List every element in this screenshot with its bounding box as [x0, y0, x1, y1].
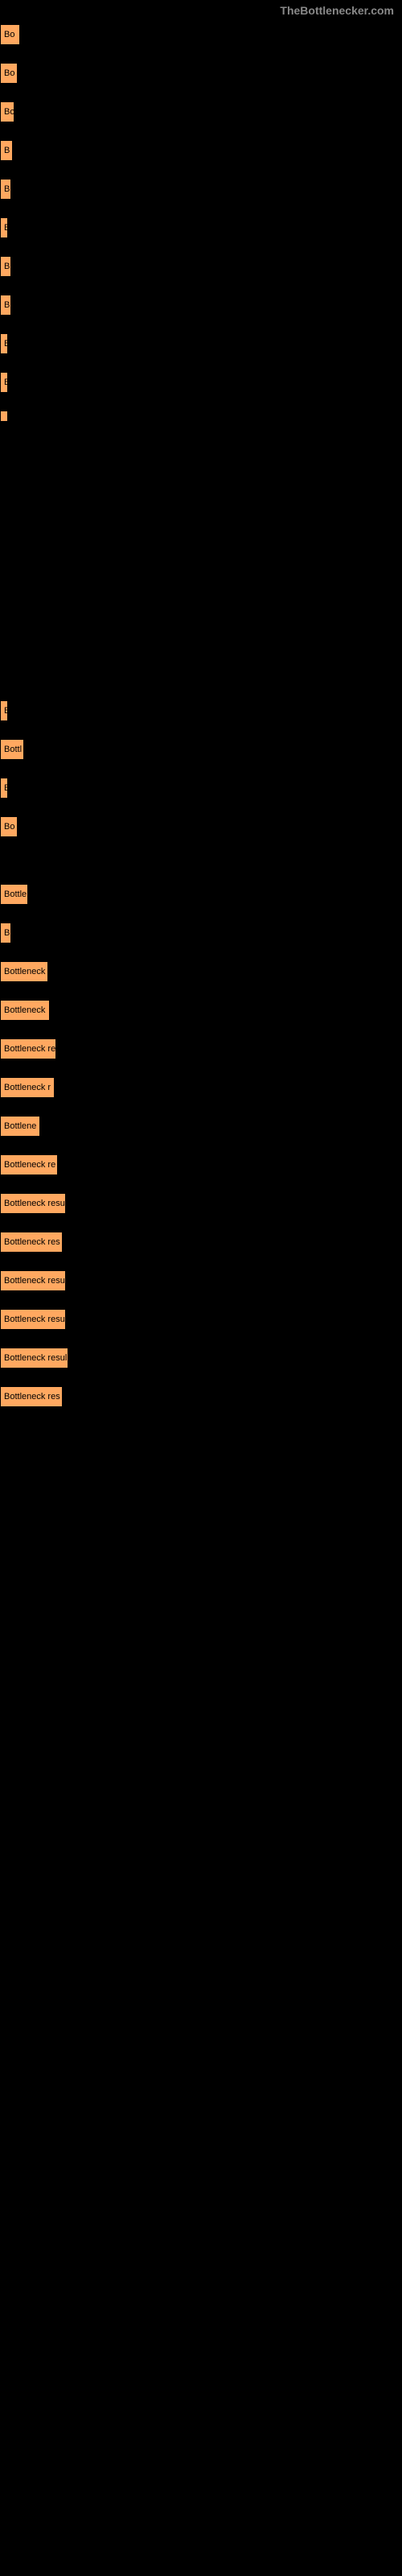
bar-row: Bottleneck re: [0, 1154, 402, 1175]
bar: Bo: [0, 101, 14, 122]
bar-row: Bottleneck resul: [0, 1348, 402, 1368]
bar-row: B: [0, 256, 402, 277]
bar: Bottleneck r: [0, 1077, 55, 1098]
bar: B: [0, 700, 8, 721]
bar: Bottleneck re: [0, 1154, 58, 1175]
bar-row: [0, 411, 402, 422]
bar: Bottleneck resu: [0, 1270, 66, 1291]
bar: B: [0, 217, 8, 238]
bar: Bottleneck re: [0, 1038, 56, 1059]
watermark-text: TheBottlenecker.com: [280, 4, 394, 17]
bar-row: B: [0, 217, 402, 238]
bar: B: [0, 333, 8, 354]
bar: B: [0, 256, 11, 277]
bar-row: Bo: [0, 24, 402, 45]
bar: B: [0, 140, 13, 161]
bar: Bo: [0, 63, 18, 84]
bar-row: Bo: [0, 63, 402, 84]
bar-row: [0, 469, 402, 480]
bar-row: B: [0, 778, 402, 799]
bar-row: Bottleneck resu: [0, 1309, 402, 1330]
bar-row: B: [0, 295, 402, 316]
bar-row: [0, 671, 402, 683]
bar-row: Bo: [0, 101, 402, 122]
bar: Bottleneck resu: [0, 1193, 66, 1214]
bar-row: Bottleneck: [0, 1000, 402, 1021]
bar: Bottleneck res: [0, 1386, 63, 1407]
bar-row: Bottleneck res: [0, 1232, 402, 1253]
bar-row: Bottleneck: [0, 961, 402, 982]
bar-row: Bottleneck r: [0, 1077, 402, 1098]
bar: Bottleneck: [0, 1000, 50, 1021]
bar-row: Bottleneck res: [0, 1386, 402, 1407]
bar-row: Bottleneck re: [0, 1038, 402, 1059]
bar: B: [0, 179, 11, 200]
bar-row: [0, 855, 402, 866]
bar: Bottlene: [0, 1116, 40, 1137]
bar: B: [0, 295, 11, 316]
bar-row: [0, 440, 402, 451]
bar-row: [0, 555, 402, 567]
bar-row: B: [0, 333, 402, 354]
chart-container: TheBottlenecker.com BoBoBoBBBBBBBBBottlB…: [0, 0, 402, 1407]
bar-row: B: [0, 372, 402, 393]
bar: Bo: [0, 24, 20, 45]
bar: B: [0, 778, 8, 799]
bar: Bottleneck: [0, 961, 48, 982]
bar: Bo: [0, 816, 18, 837]
bar: Bottl: [0, 739, 24, 760]
bar-row: Bottle: [0, 884, 402, 905]
bar-row: [0, 613, 402, 625]
bar: B: [0, 923, 11, 943]
bar-row: B: [0, 179, 402, 200]
bar: Bottleneck resul: [0, 1348, 68, 1368]
bar-row: B: [0, 700, 402, 721]
bar-row: Bo: [0, 816, 402, 837]
bar-row: Bottl: [0, 739, 402, 760]
bar-row: [0, 526, 402, 538]
bar-row: Bottleneck resu: [0, 1270, 402, 1291]
bar: Bottleneck res: [0, 1232, 63, 1253]
bar: B: [0, 372, 8, 393]
bar-row: Bottlene: [0, 1116, 402, 1137]
bar-row: B: [0, 140, 402, 161]
bar-row: [0, 642, 402, 654]
bar-row: [0, 584, 402, 596]
bar: Bottle: [0, 884, 28, 905]
bar-row: Bottleneck resu: [0, 1193, 402, 1214]
bar-row: [0, 497, 402, 509]
bar: [0, 411, 8, 422]
bar: Bottleneck resu: [0, 1309, 66, 1330]
bars-area: BoBoBoBBBBBBBBBottlBBoBottleBBottleneckB…: [0, 0, 402, 1407]
bar-row: B: [0, 923, 402, 943]
